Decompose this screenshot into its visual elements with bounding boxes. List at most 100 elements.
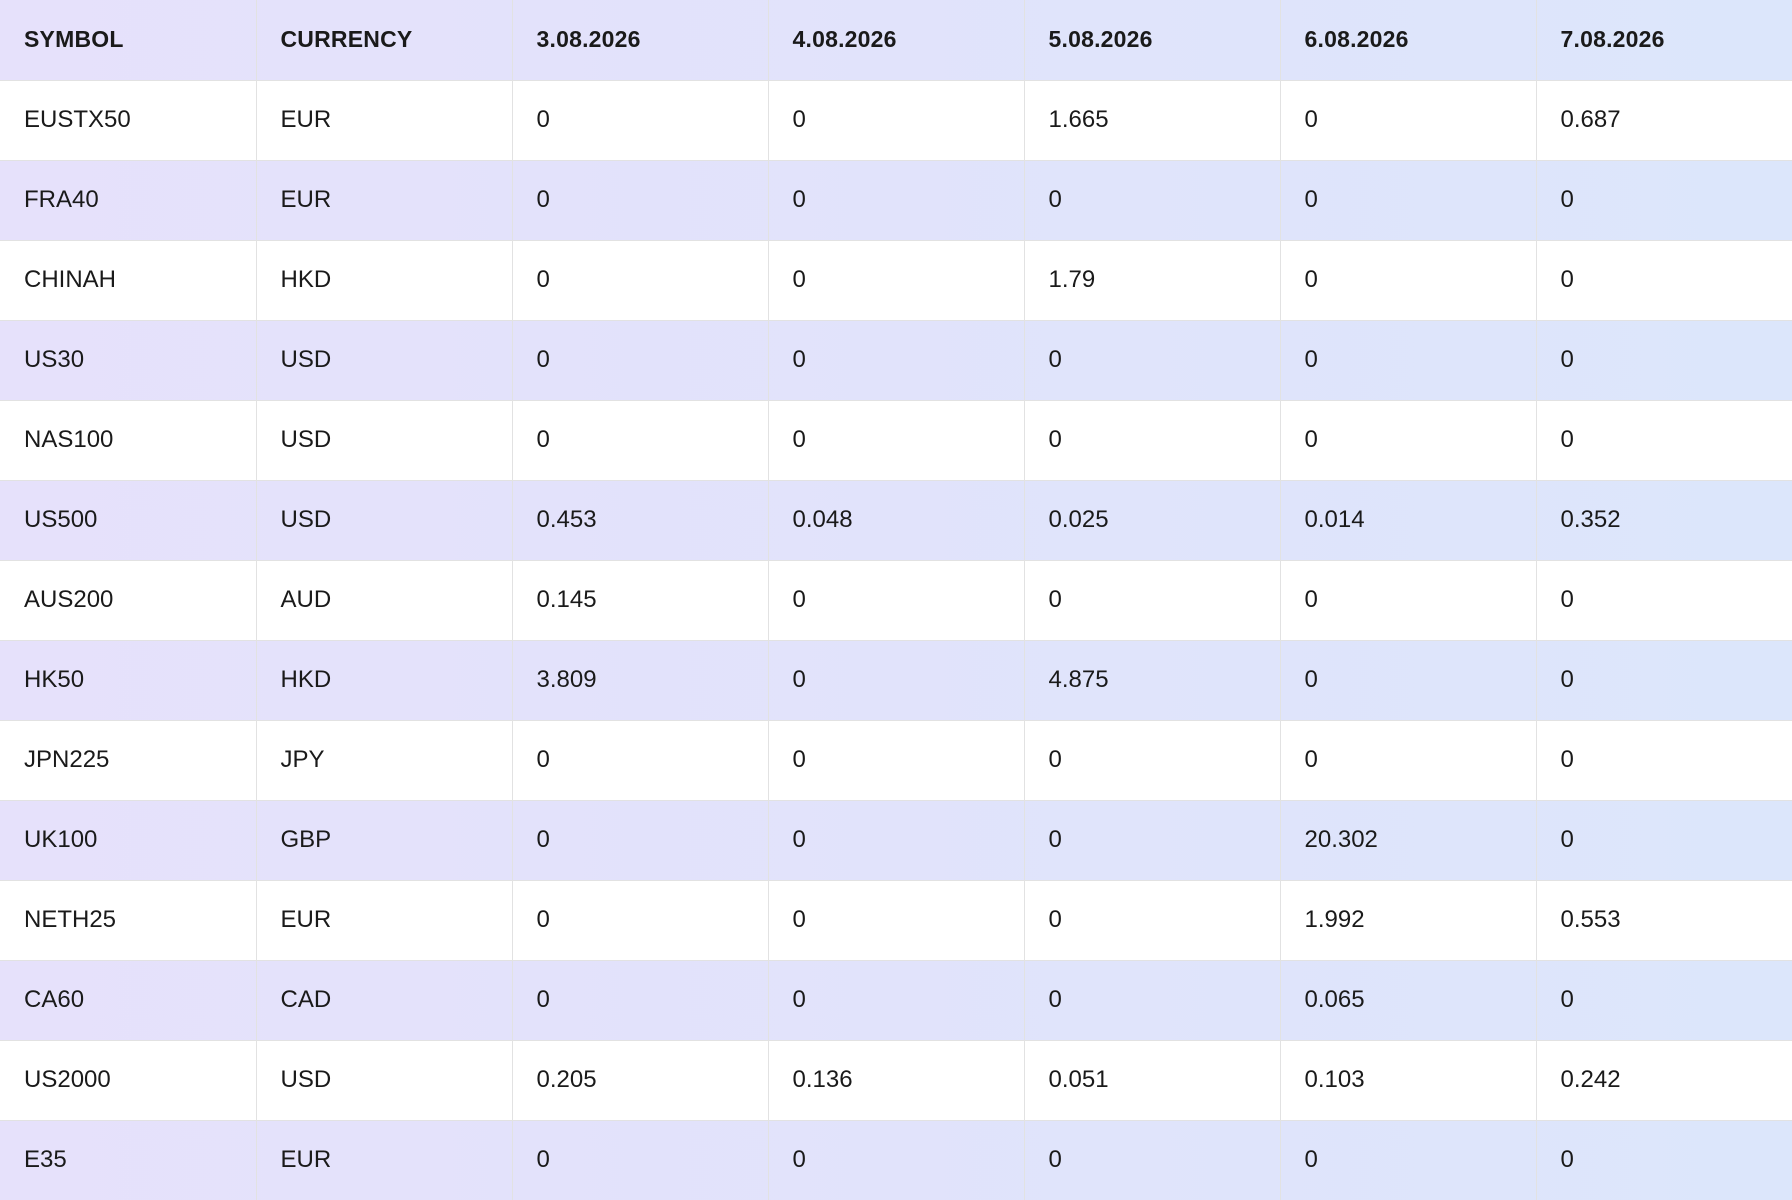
value-cell: 0 — [1279, 319, 1537, 401]
table-row: JPN225 JPY 0 0 0 0 0 — [0, 719, 1792, 801]
table-row: FRA40 EUR 0 0 0 0 0 — [0, 159, 1792, 241]
value-cell: 0.025 — [1023, 479, 1281, 561]
value-cell: 0 — [1279, 159, 1537, 241]
symbol-cell: NETH25 — [0, 879, 257, 961]
symbol-cell: EUSTX50 — [0, 79, 257, 161]
symbol-cell: CA60 — [0, 959, 257, 1041]
symbol-cell: CHINAH — [0, 239, 257, 321]
value-cell: 1.992 — [1279, 879, 1537, 961]
currency-cell: USD — [255, 399, 513, 481]
value-cell: 0.014 — [1279, 479, 1537, 561]
value-cell: 0 — [1279, 1119, 1537, 1200]
value-cell: 0 — [767, 879, 1025, 961]
value-cell: 0 — [1279, 79, 1537, 161]
column-header-date[interactable]: 6.08.2026 — [1279, 0, 1537, 81]
value-cell: 1.79 — [1023, 239, 1281, 321]
column-header-symbol[interactable]: SYMBOL — [0, 0, 257, 81]
value-cell: 0 — [1279, 719, 1537, 801]
value-cell: 0.065 — [1279, 959, 1537, 1041]
value-cell: 0 — [767, 399, 1025, 481]
currency-cell: JPY — [255, 719, 513, 801]
currency-cell: AUD — [255, 559, 513, 641]
value-cell: 0 — [1279, 639, 1537, 721]
value-cell: 0 — [511, 879, 769, 961]
value-cell: 0.687 — [1535, 79, 1792, 161]
value-cell: 0.051 — [1023, 1039, 1281, 1121]
value-cell: 0 — [1279, 559, 1537, 641]
value-cell: 0 — [1279, 239, 1537, 321]
value-cell: 0.103 — [1279, 1039, 1537, 1121]
value-cell: 0 — [1535, 639, 1792, 721]
value-cell: 0 — [1023, 719, 1281, 801]
value-cell: 0 — [1023, 1119, 1281, 1200]
value-cell: 0.048 — [767, 479, 1025, 561]
table-header: SYMBOL CURRENCY 3.08.2026 4.08.2026 5.08… — [0, 0, 1792, 81]
currency-cell: EUR — [255, 1119, 513, 1200]
value-cell: 0 — [1535, 559, 1792, 641]
currency-cell: HKD — [255, 639, 513, 721]
table-row: NETH25 EUR 0 0 0 1.992 0.553 — [0, 879, 1792, 961]
value-cell: 0 — [1023, 959, 1281, 1041]
value-cell: 0 — [1023, 559, 1281, 641]
value-cell: 0 — [767, 559, 1025, 641]
value-cell: 0.553 — [1535, 879, 1792, 961]
column-header-date[interactable]: 4.08.2026 — [767, 0, 1025, 81]
currency-cell: CAD — [255, 959, 513, 1041]
value-cell: 0 — [511, 719, 769, 801]
table-row: EUSTX50 EUR 0 0 1.665 0 0.687 — [0, 79, 1792, 161]
value-cell: 3.809 — [511, 639, 769, 721]
value-cell: 0 — [1535, 1119, 1792, 1200]
value-cell: 0 — [1023, 159, 1281, 241]
value-cell: 0 — [1535, 799, 1792, 881]
table-row: AUS200 AUD 0.145 0 0 0 0 — [0, 559, 1792, 641]
table-row: CHINAH HKD 0 0 1.79 0 0 — [0, 239, 1792, 321]
value-cell: 0 — [767, 159, 1025, 241]
table-body: EUSTX50 EUR 0 0 1.665 0 0.687 FRA40 EUR … — [0, 79, 1792, 1200]
value-cell: 0 — [1535, 719, 1792, 801]
currency-cell: EUR — [255, 879, 513, 961]
symbol-cell: HK50 — [0, 639, 257, 721]
currency-cell: USD — [255, 319, 513, 401]
currency-cell: EUR — [255, 79, 513, 161]
value-cell: 20.302 — [1279, 799, 1537, 881]
value-cell: 0 — [767, 319, 1025, 401]
value-cell: 0 — [1535, 319, 1792, 401]
value-cell: 0 — [767, 719, 1025, 801]
value-cell: 0 — [1023, 799, 1281, 881]
currency-cell: HKD — [255, 239, 513, 321]
value-cell: 0 — [511, 1119, 769, 1200]
table-row: US500 USD 0.453 0.048 0.025 0.014 0.352 — [0, 479, 1792, 561]
column-header-date[interactable]: 3.08.2026 — [511, 0, 769, 81]
value-cell: 0 — [1535, 239, 1792, 321]
value-cell: 0.205 — [511, 1039, 769, 1121]
table-row: NAS100 USD 0 0 0 0 0 — [0, 399, 1792, 481]
table-row: US2000 USD 0.205 0.136 0.051 0.103 0.242 — [0, 1039, 1792, 1121]
column-header-date[interactable]: 7.08.2026 — [1535, 0, 1792, 81]
currency-cell: EUR — [255, 159, 513, 241]
column-header-date[interactable]: 5.08.2026 — [1023, 0, 1281, 81]
symbol-cell: FRA40 — [0, 159, 257, 241]
currency-cell: GBP — [255, 799, 513, 881]
value-cell: 0 — [767, 79, 1025, 161]
value-cell: 0 — [511, 319, 769, 401]
value-cell: 1.665 — [1023, 79, 1281, 161]
symbol-cell: UK100 — [0, 799, 257, 881]
value-cell: 0 — [767, 1119, 1025, 1200]
table-row: CA60 CAD 0 0 0 0.065 0 — [0, 959, 1792, 1041]
value-cell: 0 — [511, 159, 769, 241]
value-cell: 0 — [1023, 319, 1281, 401]
value-cell: 4.875 — [1023, 639, 1281, 721]
value-cell: 0 — [767, 239, 1025, 321]
value-cell: 0 — [1023, 399, 1281, 481]
currency-cell: USD — [255, 1039, 513, 1121]
value-cell: 0.242 — [1535, 1039, 1792, 1121]
symbol-cell: E35 — [0, 1119, 257, 1200]
symbol-cell: NAS100 — [0, 399, 257, 481]
currency-cell: USD — [255, 479, 513, 561]
value-cell: 0 — [1279, 399, 1537, 481]
column-header-currency[interactable]: CURRENCY — [255, 0, 513, 81]
value-cell: 0 — [511, 959, 769, 1041]
symbol-cell: US500 — [0, 479, 257, 561]
table-row: US30 USD 0 0 0 0 0 — [0, 319, 1792, 401]
